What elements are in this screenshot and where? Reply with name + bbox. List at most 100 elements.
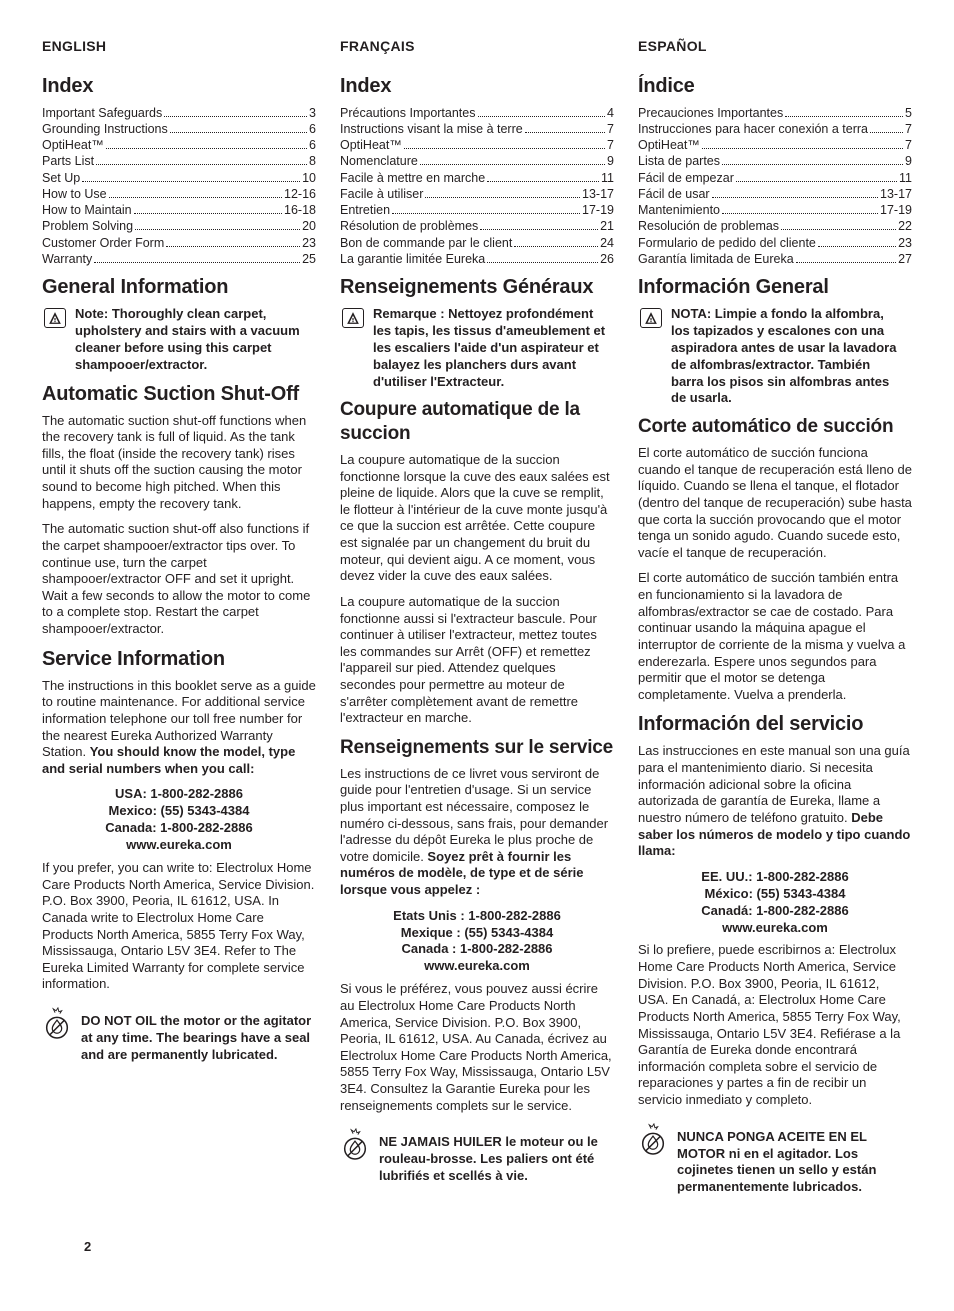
note-text: Note: Thoroughly clean carpet, upholster… (75, 306, 316, 374)
toc-row: Resolución de problemas22 (638, 218, 912, 234)
toc-dots (94, 262, 300, 263)
toc-label: Fácil de usar (638, 186, 710, 202)
index-title: Index (340, 74, 614, 99)
toc-label: Fácil de empezar (638, 170, 734, 186)
phone-mex: Mexique : (55) 5343-4384 (340, 925, 614, 942)
toc-row: Important Safeguards 3 (42, 105, 316, 121)
general-info-title: Renseignements Généraux (340, 275, 614, 300)
toc-label: Garantía limitada de Eureka (638, 251, 794, 267)
toc-dots (170, 132, 307, 133)
toc-label: How to Maintain (42, 202, 132, 218)
oil-block: NUNCA PONGA ACEITE EN EL MOTOR ni en el … (638, 1123, 912, 1197)
toc-row: Bon de commande par le client24 (340, 235, 614, 251)
toc-page: 4 (607, 105, 614, 121)
oil-text: DO NOT OIL the motor or the agitator at … (81, 1007, 316, 1064)
toc-row: Lista de partes9 (638, 153, 912, 169)
note-block: NOTA: Limpie a fondo la alfombra, los ta… (640, 306, 912, 407)
toc-page: 10 (302, 170, 316, 186)
lang-header: ESPAÑOL (638, 38, 912, 56)
auto-p2: The automatic suction shut-off also func… (42, 521, 316, 637)
oil-block: DO NOT OIL the motor or the agitator at … (42, 1007, 316, 1064)
toc-label: How to Use (42, 186, 107, 202)
toc-dots (525, 132, 605, 133)
toc-row: Nomenclature9 (340, 153, 614, 169)
auto-p2: La coupure automatique de la succion fon… (340, 594, 614, 727)
toc-row: Set Up10 (42, 170, 316, 186)
toc-label: OptiHeat™ (340, 137, 402, 153)
toc-label: Formulario de pedido del cliente (638, 235, 816, 251)
auto-p1: La coupure automatique de la succion fon… (340, 452, 614, 585)
toc-dots (736, 181, 897, 182)
toc-page: 23 (898, 235, 912, 251)
toc-page: 3 (309, 105, 316, 121)
phone-can: Canadá: 1-800-282-2886 (638, 903, 912, 920)
toc-label: Précautions Importantes (340, 105, 476, 121)
toc-row: OptiHeat™ 7 (340, 137, 614, 153)
toc-label: Lista de partes (638, 153, 720, 169)
toc-dots (106, 148, 307, 149)
toc-row: Instrucciones para hacer conexión a terr… (638, 121, 912, 137)
toc-dots (702, 148, 903, 149)
toc-row: OptiHeat™7 (638, 137, 912, 153)
service-title: Renseignements sur le service (340, 736, 614, 760)
toc-dots (781, 229, 896, 230)
toc-dots (487, 262, 598, 263)
toc-page: 7 (905, 121, 912, 137)
toc-dots (109, 197, 282, 198)
toc-label: Nomenclature (340, 153, 418, 169)
phone-usa: Etats Unis : 1-800-282-2886 (340, 908, 614, 925)
toc-row: Customer Order Form23 (42, 235, 316, 251)
toc-dots (404, 148, 605, 149)
toc-page: 17-19 (880, 202, 912, 218)
toc-row: How to Use12-16 (42, 186, 316, 202)
toc-dots (722, 164, 903, 165)
toc-label: Customer Order Form (42, 235, 164, 251)
toc-page: 7 (607, 137, 614, 153)
lang-header: ENGLISH (42, 38, 316, 56)
service-p1: Las instrucciones en este manual son una… (638, 743, 912, 859)
phone-block: Etats Unis : 1-800-282-2886 Mexique : (5… (340, 908, 614, 976)
service-title: Service Information (42, 647, 316, 672)
toc-dots (712, 197, 878, 198)
service-p1: The instructions in this booklet serve a… (42, 678, 316, 778)
toc-en: Important Safeguards 3 Grounding Instructi… (42, 105, 316, 268)
toc-label: Important Safeguards (42, 105, 162, 121)
toc-page: 20 (302, 218, 316, 234)
toc-dots (392, 213, 580, 214)
toc-row: Facile à utiliser13-17 (340, 186, 614, 202)
phone-usa: EE. UU.: 1-800-282-2886 (638, 869, 912, 886)
note-icon (44, 308, 66, 328)
service-p2: If you prefer, you can write to: Electro… (42, 860, 316, 993)
auto-title: Automatic Suction Shut-Off (42, 382, 316, 407)
toc-row: Garantía limitada de Eureka27 (638, 251, 912, 267)
toc-label: Facile à utiliser (340, 186, 423, 202)
toc-label: Bon de commande par le client (340, 235, 512, 251)
toc-fr: Précautions Importantes 4 Instructions vis… (340, 105, 614, 268)
note-block: Note: Thoroughly clean carpet, upholster… (44, 306, 316, 374)
toc-label: Precauciones Importantes (638, 105, 783, 121)
general-info-title: General Information (42, 275, 316, 300)
page-number: 2 (84, 1239, 91, 1255)
column-english: ENGLISH Index Important Safeguards3Groun… (42, 38, 316, 1196)
toc-dots (164, 116, 307, 117)
toc-row: Formulario de pedido del cliente 23 (638, 235, 912, 251)
toc-page: 25 (302, 251, 316, 267)
no-oil-icon (42, 1007, 72, 1041)
service-p2: Si vous le préférez, vous pouvez aussi é… (340, 981, 614, 1114)
index-title: Índice (638, 74, 912, 99)
toc-label: Instructions visant la mise à terre (340, 121, 523, 137)
toc-row: Précautions Importantes 4 (340, 105, 614, 121)
three-column-layout: ENGLISH Index Important Safeguards 3 Groun… (42, 38, 912, 1196)
toc-page: 13-17 (880, 186, 912, 202)
column-francais: FRANÇAIS Index Précautions Importantes4I… (340, 38, 614, 1196)
toc-dots (478, 116, 606, 117)
toc-dots (796, 262, 896, 263)
auto-title: Corte automático de succión (638, 415, 912, 439)
phone-can: Canada : 1-800-282-2886 (340, 941, 614, 958)
toc-label: Grounding Instructions (42, 121, 168, 137)
toc-label: Resolución de problemas (638, 218, 779, 234)
toc-label: Parts List (42, 153, 94, 169)
toc-page: 16-18 (284, 202, 316, 218)
website: www.eureka.com (42, 837, 316, 854)
toc-row: La garantie limitée Eureka26 (340, 251, 614, 267)
